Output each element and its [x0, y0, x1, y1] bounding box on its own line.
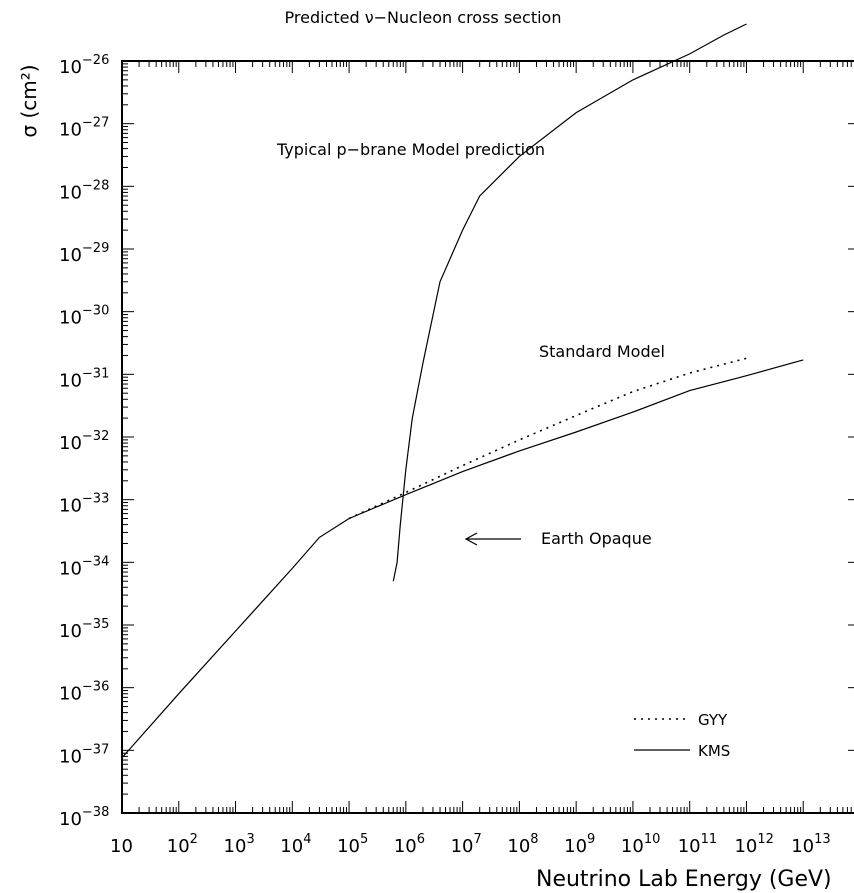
y-tick-label: 10−34: [59, 554, 109, 579]
y-tick-label: 10−26: [59, 53, 109, 78]
pbrane-annotation: Typical p−brane Model prediction: [276, 140, 545, 159]
standard-model-annotation: Standard Model: [539, 342, 665, 361]
series-line-p-brane: [392, 23, 747, 582]
x-tick-label: 105: [337, 832, 368, 857]
x-tick-label: 1010: [621, 832, 660, 857]
axis-ticks: [121, 61, 854, 814]
x-tick-label: 107: [451, 832, 482, 857]
series-line-gyy: [348, 357, 747, 520]
legend-label-gyy: GYY: [698, 711, 728, 729]
x-tick-label: 1012: [734, 832, 773, 857]
legend-label-kms: KMS: [698, 742, 730, 760]
y-tick-label: 10−32: [59, 429, 109, 454]
y-tick-label: 10−36: [59, 680, 109, 705]
x-tick-label: 104: [280, 832, 311, 857]
earth-opaque-annotation: Earth Opaque: [541, 529, 652, 548]
x-tick-label: 10: [110, 836, 133, 857]
tick-labels: 10 102 103 104 105 106 107 108 109 1010 1011 1012 10…: [59, 53, 831, 857]
x-tick-label: 103: [224, 832, 255, 857]
y-tick-label: 10−37: [59, 742, 109, 767]
series-line-kms: [121, 359, 804, 759]
y-tick-label: 10−30: [59, 304, 109, 329]
y-axis-label: σ (cm²): [17, 64, 41, 137]
y-tick-label: 10−28: [59, 178, 109, 203]
x-tick-label: 106: [394, 832, 425, 857]
plot-frame: [121, 60, 854, 814]
earth-opaque-arrow: [464, 532, 521, 546]
y-tick-label: 10−33: [59, 492, 109, 517]
arrow-head: [464, 532, 478, 546]
y-tick-label: 10−35: [59, 617, 109, 642]
x-tick-label: 108: [507, 832, 538, 857]
x-tick-label: 102: [167, 832, 198, 857]
x-axis-label: Neutrino Lab Energy (GeV): [536, 867, 832, 892]
x-tick-label: 1011: [678, 832, 717, 857]
y-tick-label: 10−31: [59, 366, 109, 391]
y-tick-label: 10−29: [59, 241, 109, 266]
x-tick-label: 1013: [791, 832, 830, 857]
x-tick-label: 109: [564, 832, 595, 857]
y-tick-label: 10−38: [59, 805, 109, 830]
y-tick-label: 10−27: [59, 116, 109, 141]
legend: GYY KMS: [634, 711, 730, 760]
data-series: [121, 23, 804, 759]
chart-title: Predicted ν−Nucleon cross section: [285, 8, 562, 27]
